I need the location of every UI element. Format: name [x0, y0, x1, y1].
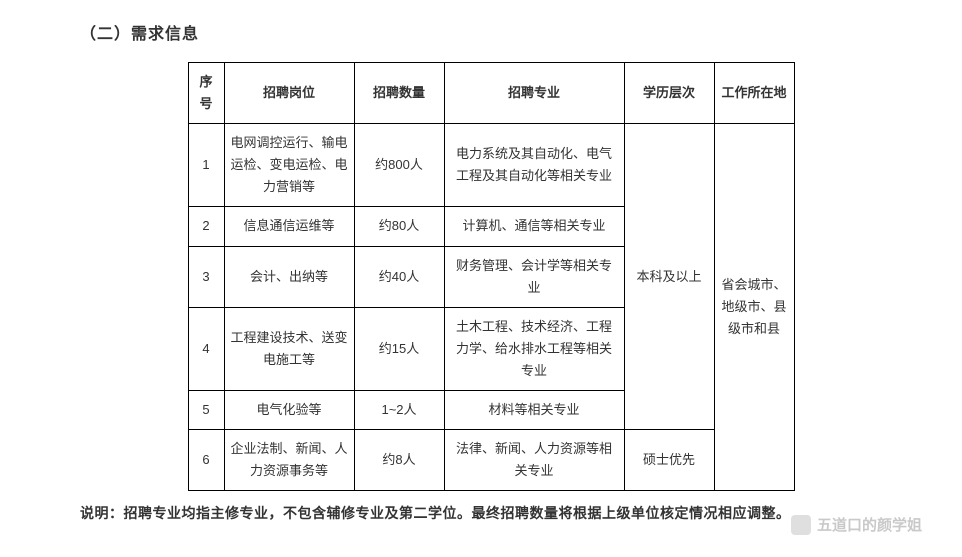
cell-major: 法律、新闻、人力资源等相关专业	[444, 430, 624, 491]
cell-major: 计算机、通信等相关专业	[444, 207, 624, 246]
th-seq: 序号	[188, 63, 224, 124]
cell-edu-merged-2: 硕士优先	[624, 430, 714, 491]
cell-position: 会计、出纳等	[224, 246, 354, 307]
cell-quantity: 约8人	[354, 430, 444, 491]
cell-position: 工程建设技术、送变电施工等	[224, 307, 354, 390]
recruitment-table: 序号 招聘岗位 招聘数量 招聘专业 学历层次 工作所在地 1 电网调控运行、输电…	[188, 62, 795, 491]
cell-seq: 1	[188, 124, 224, 207]
th-major: 招聘专业	[444, 63, 624, 124]
cell-seq: 3	[188, 246, 224, 307]
cell-quantity: 1~2人	[354, 391, 444, 430]
cell-quantity: 约80人	[354, 207, 444, 246]
cell-major: 土木工程、技术经济、工程力学、给水排水工程等相关专业	[444, 307, 624, 390]
note-text: 说明：招聘专业均指主修专业，不包含辅修专业及第二学位。最终招聘数量将根据上级单位…	[80, 503, 902, 523]
cell-quantity: 约800人	[354, 124, 444, 207]
table-container: 序号 招聘岗位 招聘数量 招聘专业 学历层次 工作所在地 1 电网调控运行、输电…	[80, 62, 902, 491]
cell-major: 材料等相关专业	[444, 391, 624, 430]
th-edu: 学历层次	[624, 63, 714, 124]
th-loc: 工作所在地	[714, 63, 794, 124]
cell-seq: 6	[188, 430, 224, 491]
cell-seq: 2	[188, 207, 224, 246]
cell-seq: 5	[188, 391, 224, 430]
cell-position: 电气化验等	[224, 391, 354, 430]
cell-major: 财务管理、会计学等相关专业	[444, 246, 624, 307]
th-position: 招聘岗位	[224, 63, 354, 124]
cell-position: 信息通信运维等	[224, 207, 354, 246]
cell-quantity: 约40人	[354, 246, 444, 307]
table-row: 1 电网调控运行、输电运检、变电运检、电力营销等 约800人 电力系统及其自动化…	[188, 124, 794, 207]
cell-seq: 4	[188, 307, 224, 390]
th-quantity: 招聘数量	[354, 63, 444, 124]
cell-position: 企业法制、新闻、人力资源事务等	[224, 430, 354, 491]
cell-major: 电力系统及其自动化、电气工程及其自动化等相关专业	[444, 124, 624, 207]
cell-quantity: 约15人	[354, 307, 444, 390]
table-row: 6 企业法制、新闻、人力资源事务等 约8人 法律、新闻、人力资源等相关专业 硕士…	[188, 430, 794, 491]
cell-position: 电网调控运行、输电运检、变电运检、电力营销等	[224, 124, 354, 207]
section-title: （二）需求信息	[80, 20, 902, 44]
table-header-row: 序号 招聘岗位 招聘数量 招聘专业 学历层次 工作所在地	[188, 63, 794, 124]
cell-loc-merged: 省会城市、地级市、县级市和县	[714, 124, 794, 491]
cell-edu-merged-1: 本科及以上	[624, 124, 714, 430]
